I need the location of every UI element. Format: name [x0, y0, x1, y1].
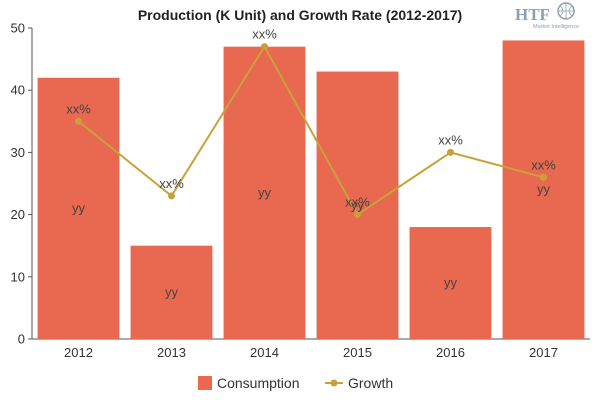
y-tick-label: 40	[11, 83, 25, 98]
bar	[409, 227, 492, 339]
legend-label-growth: Growth	[348, 375, 393, 391]
logo-tagline: Market Intelligence	[533, 24, 579, 30]
x-tick-label: 2016	[436, 345, 465, 360]
bar	[502, 40, 585, 339]
watermark-logo: HTF Market Intelligence	[515, 2, 579, 30]
growth-point	[261, 43, 268, 51]
growth-point	[354, 211, 361, 219]
logo-brand: HTF	[515, 5, 550, 24]
y-tick-label: 20	[11, 207, 25, 222]
bar	[130, 245, 213, 339]
x-tick-label: 2013	[157, 345, 186, 360]
line-series	[75, 43, 547, 219]
bar-series	[37, 40, 585, 339]
axes: 0 10 20 30 40 50 2012 2013 2014 2015 2016 2017	[11, 21, 590, 360]
legend-label-consumption: Consumption	[217, 375, 300, 391]
legend: Consumption Growth	[198, 375, 393, 391]
bar-data-label: yy	[72, 200, 86, 215]
growth-point	[447, 148, 454, 156]
growth-data-label: xx%	[252, 27, 277, 42]
x-tick-label: 2017	[529, 345, 558, 360]
bar-data-label: yy	[165, 284, 179, 299]
growth-point	[168, 192, 175, 200]
bar-data-label: yy	[444, 275, 458, 290]
y-tick-label: 0	[18, 332, 25, 347]
growth-data-label: xx%	[438, 132, 463, 147]
bar-data-label: yy	[537, 182, 551, 197]
bar-data-label: yy	[258, 185, 272, 200]
bar-data-label: yy	[351, 197, 365, 212]
growth-line	[77, 44, 544, 217]
x-tick-label: 2014	[250, 345, 279, 360]
growth-point	[75, 117, 82, 125]
growth-data-label: xx%	[345, 195, 370, 210]
growth-data-label: xx%	[531, 157, 556, 172]
chart-title: Production (K Unit) and Growth Rate (201…	[138, 7, 462, 23]
y-tick-label: 30	[11, 145, 25, 160]
bar	[316, 71, 399, 339]
growth-data-label: xx%	[66, 101, 91, 116]
x-tick-label: 2015	[343, 345, 372, 360]
legend-swatch-consumption	[198, 376, 212, 390]
x-tick-label: 2012	[64, 345, 93, 360]
y-tick-label: 10	[11, 269, 25, 284]
legend-swatch-growth-dot	[330, 379, 338, 387]
y-tick-label: 50	[11, 21, 25, 36]
growth-point	[540, 173, 547, 181]
growth-data-label: xx%	[159, 176, 184, 191]
